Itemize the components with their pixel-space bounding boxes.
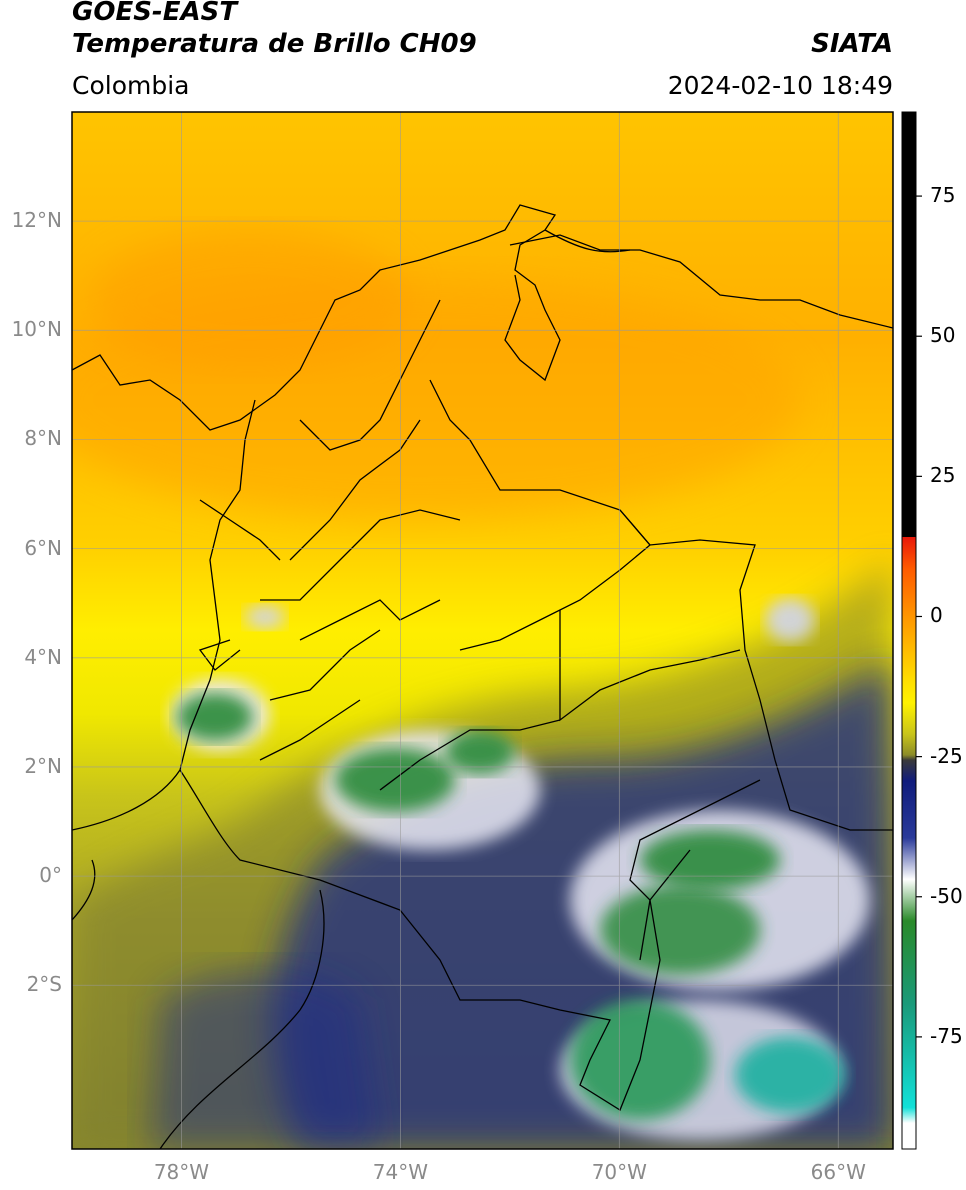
latitude-tick-label: 10°N: [11, 317, 62, 342]
region-label: Colombia: [72, 71, 190, 100]
colorbar-tick-label: -75: [930, 1023, 963, 1048]
longitude-tick-label: 66°W: [810, 1160, 866, 1184]
latitude-tick-label: 2°N: [24, 753, 62, 778]
colorbar: [901, 111, 917, 1150]
latitude-tick-label: 0°: [39, 863, 62, 888]
colorbar-tick-label: -25: [930, 743, 963, 768]
timestamp-label: 2024-02-10 18:49: [667, 71, 893, 100]
colorbar-tick-label: 25: [930, 463, 956, 488]
colorbar-tick-label: 0: [930, 603, 943, 628]
brightness-temperature-field: [72, 112, 893, 1149]
colorbar-tick-label: -50: [930, 883, 963, 908]
latitude-tick-label: 4°N: [24, 644, 62, 669]
colorbar-tick-label: 50: [930, 323, 956, 348]
longitude-tick-label: 78°W: [153, 1160, 210, 1184]
latitude-tick-label: 2°S: [26, 972, 62, 997]
colorbar-tick-label: 75: [930, 183, 956, 208]
country-borders: [72, 204, 893, 1149]
longitude-tick-label: 74°W: [372, 1160, 428, 1184]
map-frame: [71, 111, 894, 1150]
agency-label: SIATA: [811, 29, 893, 59]
latitude-tick-label: 12°N: [11, 208, 62, 233]
longitude-tick-label: 70°W: [591, 1160, 647, 1184]
title-satellite: GOES-EAST: [72, 0, 238, 27]
lat-lon-grid: [72, 112, 893, 1149]
latitude-tick-label: 6°N: [24, 535, 62, 560]
latitude-tick-label: 8°N: [24, 426, 62, 451]
title-product: Temperatura de Brillo CH09: [72, 29, 477, 59]
